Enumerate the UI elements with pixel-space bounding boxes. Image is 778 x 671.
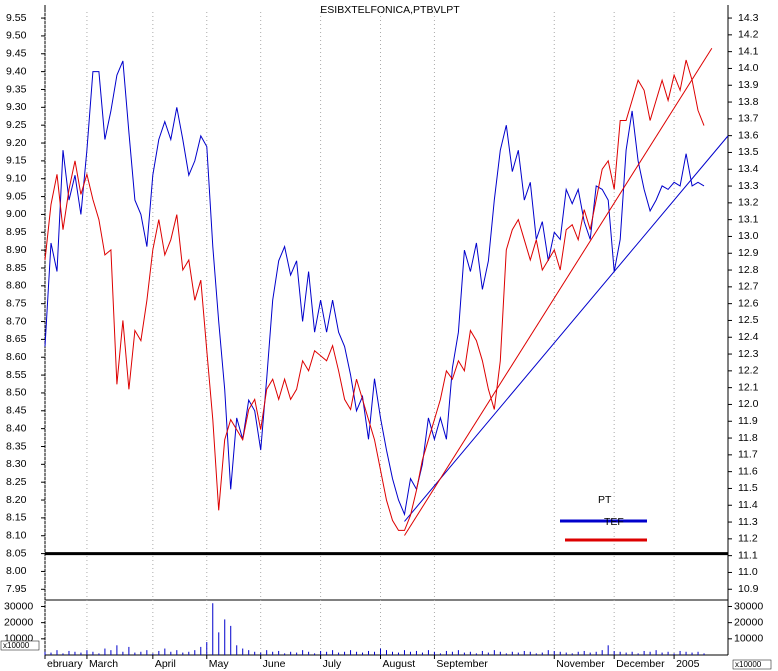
y2-tick-label: 11.7	[738, 449, 758, 461]
y-tick-label: 9.50	[6, 30, 27, 42]
x-tick-label: September	[436, 658, 488, 670]
y2-tick-label: 12.7	[738, 281, 759, 293]
x-tick-label: August	[383, 658, 416, 670]
volume-tick-label: 30000	[4, 600, 33, 612]
y2-tick-label: 12.9	[738, 247, 759, 259]
price-line	[44, 60, 705, 517]
price-line	[44, 59, 705, 531]
y-tick-label: 8.90	[6, 244, 27, 256]
unit-box	[732, 659, 772, 670]
x-tick-label: March	[89, 658, 118, 670]
x-tick-label: ebruary	[47, 658, 83, 670]
volume-unit: x10000	[3, 641, 30, 650]
y-tick-label: 8.60	[6, 351, 27, 363]
y2-tick-label: 12.3	[738, 348, 759, 360]
volume-tick-label: 10000	[734, 633, 763, 645]
volume-unit: x10000	[735, 660, 762, 669]
trend-line	[404, 135, 729, 522]
y2-tick-label: 14.3	[738, 12, 759, 24]
y2-tick-label: 12.1	[738, 381, 759, 393]
y2-tick-label: 13.7	[738, 113, 759, 125]
y-tick-label: 8.55	[6, 369, 27, 381]
chart-title: ESIBXTELFONICA,PTBVLPT	[320, 4, 460, 16]
y-tick-label: 9.35	[6, 83, 27, 95]
y-tick-label: 9.00	[6, 208, 27, 220]
x-tick-label: May	[209, 658, 230, 670]
y-tick-label: 8.70	[6, 315, 27, 327]
y2-tick-label: 13.4	[738, 163, 759, 175]
y-tick-label: 8.25	[6, 476, 27, 488]
y-tick-label: 8.45	[6, 405, 27, 417]
y-tick-label: 8.40	[6, 422, 27, 434]
volume-tick-label: 20000	[734, 616, 763, 628]
y2-tick-label: 11.2	[738, 533, 758, 545]
y-tick-label: 9.40	[6, 65, 27, 77]
y2-tick-label: 13.1	[738, 213, 759, 225]
legend-label: PT	[598, 494, 612, 506]
y-tick-label: 8.05	[6, 547, 27, 559]
y-tick-label: 8.15	[6, 512, 27, 524]
y2-tick-label: 13.2	[738, 197, 759, 209]
y2-tick-label: 14.2	[738, 29, 759, 41]
y2-tick-label: 11.9	[738, 415, 758, 427]
y-tick-label: 8.10	[6, 530, 27, 542]
y-tick-label: 9.30	[6, 101, 27, 113]
y2-tick-label: 11.8	[738, 432, 758, 444]
y-tick-label: 8.85	[6, 262, 27, 274]
y2-tick-label: 11.5	[738, 482, 758, 494]
y2-tick-label: 13.6	[738, 129, 759, 141]
y2-tick-label: 13.0	[738, 230, 759, 242]
y-tick-label: 9.10	[6, 173, 27, 185]
y-tick-label: 8.00	[6, 565, 27, 577]
y2-tick-label: 12.6	[738, 297, 759, 309]
y2-tick-label: 13.3	[738, 180, 759, 192]
y-tick-label: 8.20	[6, 494, 27, 506]
y-tick-label: 8.30	[6, 458, 27, 470]
x-tick-label: 2005	[676, 658, 700, 670]
y-tick-label: 8.75	[6, 297, 27, 309]
y2-tick-label: 11.6	[738, 465, 758, 477]
y-tick-label: 8.95	[6, 226, 27, 238]
x-tick-label: April	[155, 658, 176, 670]
y2-tick-label: 10.9	[738, 583, 759, 595]
volume-tick-label: 20000	[4, 616, 33, 628]
y-tick-label: 9.55	[6, 12, 27, 24]
volume-tick-label: 30000	[734, 600, 763, 612]
x-tick-label: November	[556, 658, 605, 670]
y2-tick-label: 12.8	[738, 264, 759, 276]
x-tick-label: July	[323, 658, 342, 670]
y-tick-label: 8.65	[6, 333, 27, 345]
y2-tick-label: 13.9	[738, 79, 759, 91]
y2-tick-label: 12.5	[738, 314, 759, 326]
y2-tick-label: 13.5	[738, 146, 759, 158]
unit-box	[0, 640, 40, 651]
y-tick-label: 9.15	[6, 155, 27, 167]
y2-tick-label: 11.1	[738, 549, 758, 561]
y-tick-label: 9.45	[6, 48, 27, 60]
x-tick-label: June	[263, 658, 286, 670]
y2-tick-label: 11.3	[738, 516, 758, 528]
y-tick-label: 8.35	[6, 440, 27, 452]
y-tick-label: 9.25	[6, 119, 27, 131]
x-tick-label: December	[616, 658, 665, 670]
y-tick-label: 9.20	[6, 137, 27, 149]
y-tick-label: 7.95	[6, 583, 27, 595]
y2-tick-label: 12.2	[738, 365, 759, 377]
legend-label: TEF	[604, 516, 624, 528]
trend-line	[404, 48, 713, 536]
y2-tick-label: 12.0	[738, 398, 759, 410]
y2-tick-label: 14.0	[738, 62, 759, 74]
y-tick-label: 9.05	[6, 190, 27, 202]
y2-tick-label: 14.1	[738, 45, 759, 57]
y2-tick-label: 11.4	[738, 499, 758, 511]
y-tick-label: 8.50	[6, 387, 27, 399]
y-tick-label: 8.80	[6, 280, 27, 292]
y2-tick-label: 12.4	[738, 331, 759, 343]
y2-tick-label: 13.8	[738, 96, 759, 108]
y2-tick-label: 11.0	[738, 566, 758, 578]
